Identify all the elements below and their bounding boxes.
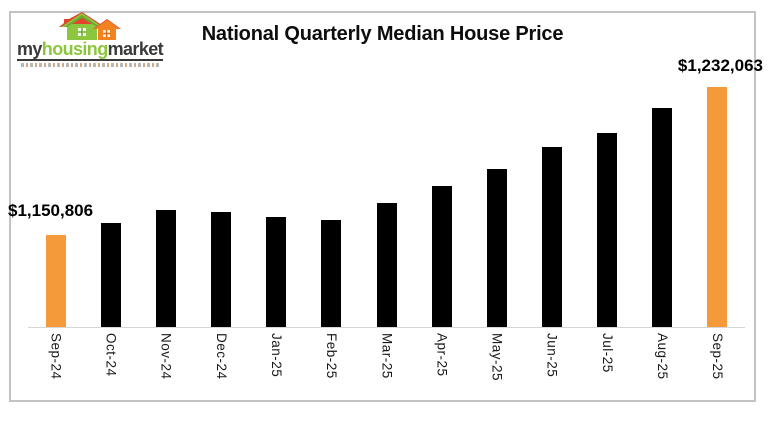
brand-wordmark-housing: housing (41, 39, 108, 59)
x-tick-slot: Jul-25 (580, 333, 635, 381)
brand-wordmark-market: market (107, 39, 164, 59)
brand-logo: myhousingmarket (14, 10, 166, 67)
bar-slot (28, 73, 83, 327)
x-tick-slot: Oct-24 (83, 333, 138, 381)
data-label-last: $1,232,063 (677, 56, 763, 75)
data-label-first: $1,150,806 (8, 201, 94, 220)
x-axis-labels: Sep-24 Oct-24 Nov-24 Dec-24 Jan-25 Feb-25 Mar-… (28, 333, 745, 381)
bar-Jul-25 (597, 132, 618, 327)
x-tick-slot: Aug-25 (635, 333, 690, 381)
x-tick-label: Feb-25 (324, 333, 340, 379)
x-tick-slot: Mar-25 (359, 333, 414, 381)
bar-Jun-25 (541, 146, 562, 327)
bar-Nov-24 (155, 210, 176, 327)
x-tick-label: Oct-24 (103, 333, 119, 377)
bar-slot (304, 73, 359, 327)
brand-tagline-strip (21, 63, 159, 67)
x-tick-label: Nov-24 (158, 333, 174, 380)
x-tick-label: Sep-24 (48, 333, 64, 380)
x-tick-label: Sep-25 (710, 333, 726, 380)
bar-Feb-25 (321, 220, 342, 327)
bar-slot (414, 73, 469, 327)
x-tick-slot: Apr-25 (414, 333, 469, 381)
bar-May-25 (486, 169, 507, 327)
x-tick-slot: Jun-25 (524, 333, 579, 381)
bar-Oct-24 (100, 223, 121, 327)
bar-Mar-25 (376, 203, 397, 327)
x-tick-label: Mar-25 (379, 333, 395, 379)
x-tick-label: Jun-25 (544, 333, 560, 378)
houses-icon (59, 12, 121, 40)
x-tick-slot: Dec-24 (193, 333, 248, 381)
chart-title: National Quarterly Median House Price (201, 23, 564, 45)
bar-Jan-25 (266, 217, 287, 327)
x-tick-slot: Sep-25 (690, 333, 745, 381)
bar-slot (635, 73, 690, 327)
x-tick-label: Dec-24 (213, 333, 229, 380)
x-tick-slot: Nov-24 (138, 333, 193, 381)
bar-Dec-24 (211, 211, 232, 327)
x-tick-slot: Sep-24 (28, 333, 83, 381)
plot-area (28, 73, 745, 328)
bar-slot (83, 73, 138, 327)
bar-slot (469, 73, 524, 327)
bar-slot (359, 73, 414, 327)
bar-slot (690, 73, 745, 327)
x-tick-label: Apr-25 (434, 333, 450, 377)
bar-slot (249, 73, 304, 327)
bar-slot (193, 73, 248, 327)
x-tick-label: Jan-25 (268, 333, 284, 378)
brand-wordmark: myhousingmarket (16, 39, 164, 61)
x-tick-label: May-25 (489, 333, 505, 382)
bar-Sep-24 (45, 234, 66, 327)
bar-slot (524, 73, 579, 327)
x-tick-label: Aug-25 (655, 333, 671, 380)
bar-slot (580, 73, 635, 327)
x-tick-label: Jul-25 (599, 333, 615, 373)
x-tick-slot: Jan-25 (249, 333, 304, 381)
bar-Sep-25 (707, 86, 728, 327)
bar-Apr-25 (431, 186, 452, 327)
x-tick-slot: Feb-25 (304, 333, 359, 381)
brand-wordmark-my: my (16, 39, 42, 59)
x-tick-slot: May-25 (469, 333, 524, 381)
bar-slot (138, 73, 193, 327)
bar-Aug-25 (652, 107, 673, 327)
